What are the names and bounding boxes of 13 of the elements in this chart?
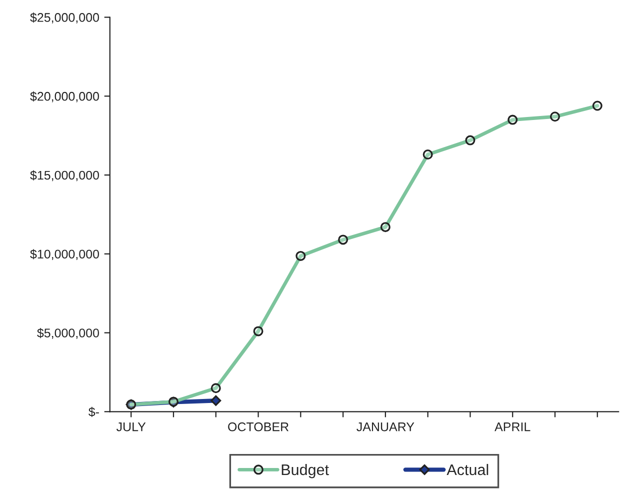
y-tick-label: $25,000,000 <box>30 12 99 24</box>
x-tick-label: JANUARY <box>356 422 414 432</box>
x-tick-label: JULY <box>116 422 146 432</box>
legend-label: Actual <box>446 464 488 476</box>
y-tick-label: $5,000,000 <box>37 328 99 339</box>
point <box>210 395 222 406</box>
x-tick-label: OCTOBER <box>228 422 288 432</box>
y-tick-label: $20,000,000 <box>30 91 99 102</box>
legend-label: Budget <box>282 464 329 478</box>
x-tick-label: APRIL <box>494 422 530 432</box>
y-tick-label: $10,000,000 <box>30 249 99 260</box>
y-tick-label: $15,000,000 <box>30 170 99 182</box>
y-tick-label: $- <box>88 406 99 418</box>
